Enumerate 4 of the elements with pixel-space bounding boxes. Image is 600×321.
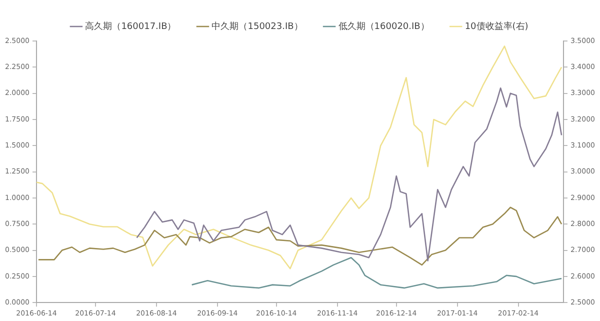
legend-label: 高久期（160017.IB） — [85, 20, 176, 32]
legend-label: 低久期（160020.IB） — [338, 20, 430, 32]
legend-label: 中久期（150023.IB） — [212, 20, 303, 32]
legend-label: 10债收益率(右) — [464, 20, 528, 32]
